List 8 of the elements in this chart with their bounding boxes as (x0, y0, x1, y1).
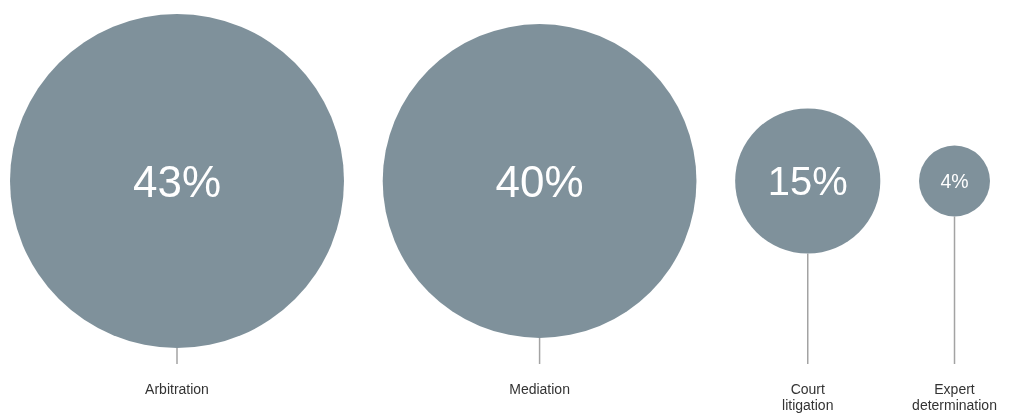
data-label: 40% (495, 156, 584, 206)
data-label: 15% (767, 159, 848, 203)
category-label: Mediation (509, 381, 570, 397)
data-label: 4% (940, 170, 969, 192)
category-label: Court litigation (782, 381, 834, 413)
category-label: Arbitration (145, 381, 209, 397)
data-label: 43% (132, 156, 222, 206)
category-label: Expert determination (912, 381, 997, 413)
